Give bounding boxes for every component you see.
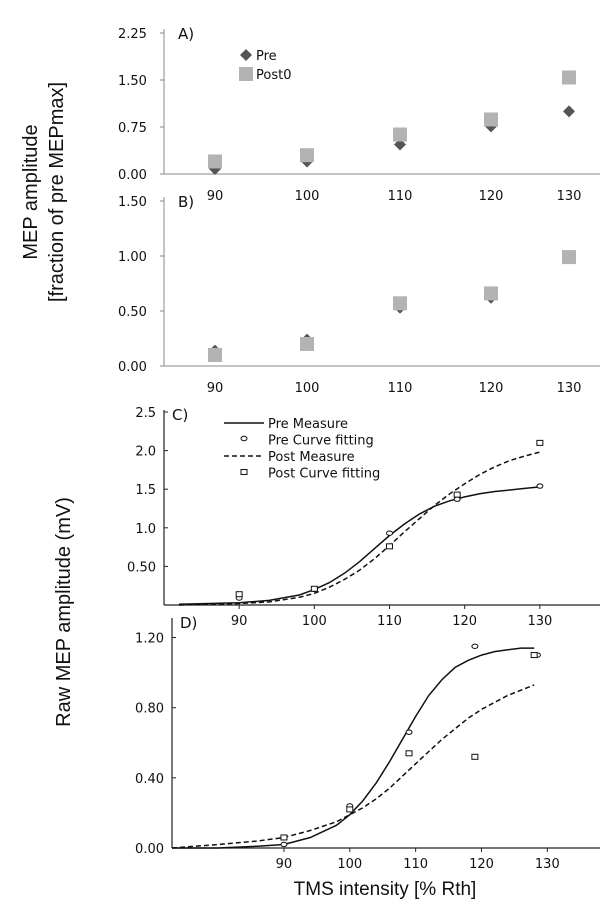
post-point [393, 296, 407, 311]
post-point [484, 286, 498, 301]
x-tick-label: 120 [469, 857, 494, 872]
pre-point [563, 105, 575, 118]
x-tick-label: 120 [479, 189, 504, 204]
post-point [562, 250, 576, 265]
x-tick-label: 130 [535, 857, 560, 872]
top-y-axis-title-line1: MEP amplitude [20, 124, 42, 259]
post-fit-point [310, 585, 318, 592]
panel-label: B) [178, 193, 194, 211]
x-tick-label: 100 [295, 189, 320, 204]
legend-marker [240, 469, 248, 475]
y-tick-label: 1.50 [118, 74, 147, 89]
x-tick-label: 130 [557, 381, 582, 396]
legend-label: Post Curve fitting [268, 467, 380, 482]
y-tick-label: 0.40 [135, 772, 164, 787]
post-point [208, 348, 222, 362]
post-fit-point [405, 750, 413, 757]
x-tick-label: 100 [295, 381, 320, 396]
panel-label: A) [178, 25, 194, 43]
x-tick-label: 110 [388, 189, 413, 204]
x-tick-label: 130 [527, 614, 552, 629]
y-tick-label: 0.80 [135, 702, 164, 717]
x-tick-label: 100 [302, 614, 327, 629]
post-fit-point [453, 491, 461, 498]
x-tick-label: 110 [377, 614, 402, 629]
x-tick-label: 120 [452, 614, 477, 629]
y-tick-label: 2.25 [118, 27, 147, 42]
legend-label: Pre [256, 49, 277, 64]
x-axis-title: TMS intensity [% Rth] [294, 879, 477, 900]
x-tick-label: 90 [207, 381, 224, 396]
panel-a: 0.00 0.75 1.50 2.25 90 100 110 120 130 A) Pre Post0 [118, 25, 600, 204]
post-point [393, 127, 407, 142]
y-tick-label: 0.50 [118, 305, 147, 320]
y-tick-label: 2.0 [135, 445, 156, 460]
post-fit-point [471, 753, 479, 760]
post-fit-point [386, 543, 394, 550]
pre-fit-point [386, 530, 394, 536]
post-fit-point [235, 591, 243, 598]
x-tick-label: 90 [276, 857, 293, 872]
pre-point [394, 138, 406, 151]
legend-label: Pre Measure [268, 417, 348, 432]
post-point [484, 112, 498, 127]
post-fit-point [530, 652, 538, 659]
panel-d: 0.00 0.40 0.80 1.20 90 100 110 120 130 D) [135, 614, 600, 872]
legend-marker [240, 435, 248, 442]
x-tick-label: 110 [388, 381, 413, 396]
panel-b: 0.00 0.50 1.00 1.50 90 100 110 120 130 B) [118, 193, 600, 396]
x-tick-label: 100 [337, 857, 362, 872]
bottom-y-axis-title: Raw MEP amplitude (mV) [53, 497, 75, 727]
legend-marker [240, 49, 252, 61]
post-point [300, 148, 314, 163]
legend-label: Post Measure [268, 450, 355, 465]
x-tick-label: 120 [479, 381, 504, 396]
pre-fit-point [471, 643, 479, 650]
pre-fit-point [453, 496, 461, 502]
post-point [208, 154, 222, 169]
y-tick-label: 2.5 [135, 406, 156, 421]
x-tick-label: 90 [231, 614, 248, 629]
y-tick-label: 0.50 [127, 560, 156, 575]
y-tick-label: 1.0 [135, 522, 156, 537]
legend-label: Pre Curve fitting [268, 434, 374, 449]
pre-fit-point [405, 729, 413, 735]
x-tick-label: 130 [557, 189, 582, 204]
post-fit-point [536, 439, 544, 446]
x-tick-label: 90 [207, 189, 224, 204]
post-fit-point [346, 806, 354, 813]
y-tick-label: 1.00 [118, 250, 147, 265]
post-point [562, 70, 576, 85]
post-fit-point [280, 834, 288, 841]
pre-measure-line [172, 647, 535, 849]
y-tick-label: 0.75 [118, 121, 147, 136]
x-tick-label: 110 [403, 857, 428, 872]
pre-fit-point [536, 483, 544, 489]
panel-c: 0.50 1.0 1.5 2.0 2.5 90 100 110 120 130 C) Pre Meas… [127, 406, 600, 629]
y-tick-label: 0.00 [118, 168, 147, 183]
y-tick-label: 0.00 [118, 360, 147, 375]
y-tick-label: 1.50 [118, 195, 147, 210]
legend-label: Post0 [256, 68, 291, 83]
panel-label: D) [180, 614, 197, 632]
y-tick-label: 1.20 [135, 632, 164, 647]
post-measure-line [171, 684, 535, 849]
post-point [300, 337, 314, 351]
pre-measure-line [178, 486, 540, 605]
legend-marker [239, 67, 253, 81]
y-tick-label: 0.00 [135, 842, 164, 857]
pre-fit-point [280, 841, 288, 848]
top-y-axis-title-line2: [fraction of pre MEPmax] [46, 82, 68, 302]
panel-label: C) [172, 406, 188, 424]
y-tick-label: 1.5 [135, 483, 156, 498]
